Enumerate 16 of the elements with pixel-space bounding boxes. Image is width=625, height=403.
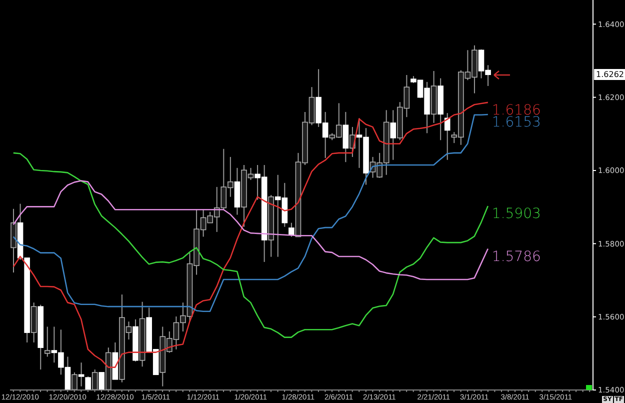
candlestick bbox=[92, 369, 98, 390]
candlestick bbox=[342, 111, 349, 163]
data-label: 1.6153 bbox=[492, 114, 541, 131]
candlestick bbox=[85, 377, 91, 390]
line-series bbox=[12, 102, 489, 368]
candlestick bbox=[72, 372, 78, 390]
line-series bbox=[12, 152, 489, 338]
candlestick bbox=[98, 372, 105, 390]
data-label: 1.5903 bbox=[492, 206, 541, 222]
candlestick bbox=[78, 362, 84, 387]
candlestick bbox=[288, 222, 294, 238]
candlestick bbox=[444, 112, 450, 160]
candlestick bbox=[44, 326, 50, 358]
annotation: 1.6262 bbox=[594, 68, 625, 80]
data-label: 1.5786 bbox=[492, 248, 541, 265]
candlestick bbox=[390, 110, 396, 160]
